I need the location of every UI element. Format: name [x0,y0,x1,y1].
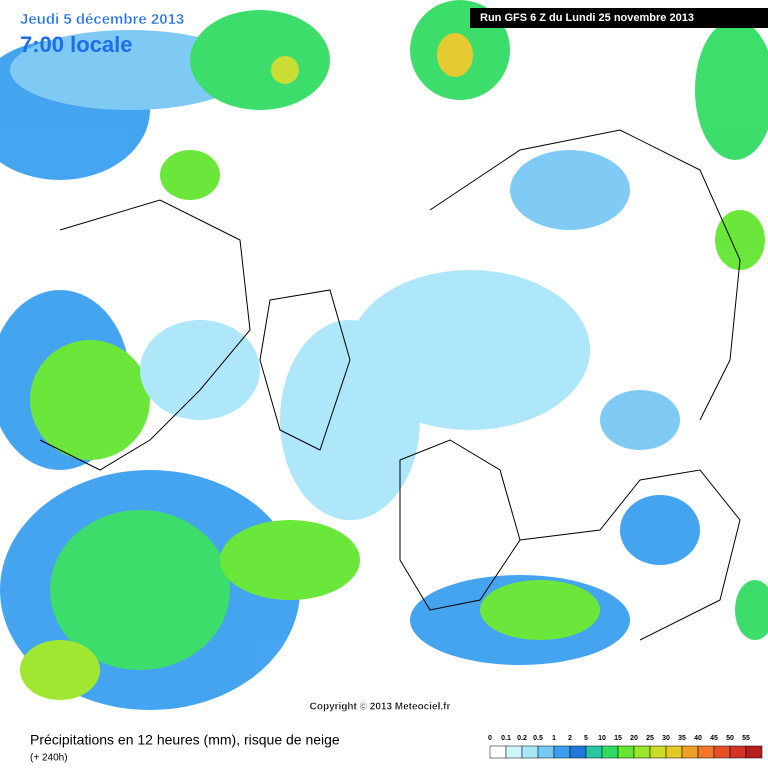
scale-swatch [553,745,571,759]
scale-label: 40 [694,735,702,742]
scale-label: 0.5 [533,735,543,742]
legend-title: Précipitations en 12 heures (mm), risque… [30,732,340,748]
scale-label: 35 [678,735,686,742]
scale-swatch [505,745,523,759]
scale-swatch [665,745,683,759]
scale-label: 20 [630,735,638,742]
scale-label: 0.2 [517,735,527,742]
scale-swatch [617,745,635,759]
scale-label: 0.1 [501,735,511,742]
forecast-time: 7:00 locale [20,32,133,57]
scale-label: 45 [710,735,718,742]
scale-label: 1 [552,735,556,742]
scale-swatch [537,745,555,759]
scale-swatch [569,745,587,759]
scale-swatch [489,745,507,759]
run-box [470,8,768,28]
scale-swatch [681,745,699,759]
scale-swatch [713,745,731,759]
color-scale: 0 0.1 0.2 0.5 1 2 5 10 15 20 25 30 35 40 45 50 55 [488,735,763,759]
scale-swatch [729,745,747,759]
scale-label: 2 [568,735,572,742]
scale-label: 5 [584,735,588,742]
scale-label: 50 [726,735,734,742]
scale-swatch [745,745,763,759]
scale-swatch [521,745,539,759]
scale-swatch [601,745,619,759]
scale-label: 25 [646,735,654,742]
scale-label: 0 [488,735,492,742]
scale-swatch [649,745,667,759]
scale-label: 10 [598,735,606,742]
forecast-date: Jeudi 5 décembre 2013 [20,11,184,28]
coastlines [39,129,741,641]
scale-label: 55 [742,735,750,742]
header: Jeudi 5 décembre 2013 7:00 locale Run GF… [20,8,768,57]
legend-subtitle: (+ 240h) [30,753,68,764]
copyright: Copyright © 2013 Meteociel.fr [310,702,451,713]
precipitation-field [0,0,768,710]
scale-label: 30 [662,735,670,742]
scale-swatch [633,745,651,759]
scale-swatch [697,745,715,759]
scale-label: 15 [614,735,622,742]
scale-swatch [585,745,603,759]
run-label: Run GFS 6 Z du Lundi 25 novembre 2013 [480,12,694,24]
